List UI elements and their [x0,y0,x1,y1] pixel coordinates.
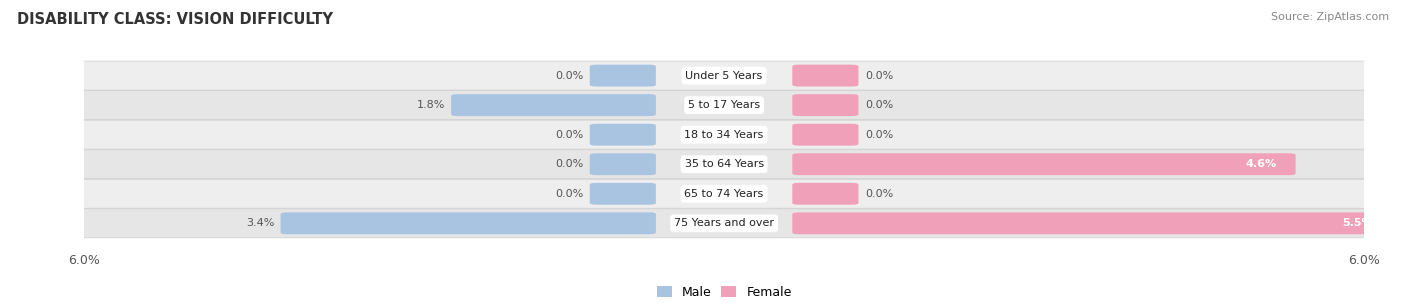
Text: 0.0%: 0.0% [865,100,893,110]
FancyBboxPatch shape [793,183,859,205]
Text: Under 5 Years: Under 5 Years [686,70,762,81]
FancyBboxPatch shape [589,183,655,205]
Text: 0.0%: 0.0% [865,189,893,199]
Text: 1.8%: 1.8% [416,100,444,110]
Text: 0.0%: 0.0% [555,159,583,169]
Text: 0.0%: 0.0% [555,70,583,81]
Text: 0.0%: 0.0% [865,70,893,81]
FancyBboxPatch shape [72,179,1376,208]
FancyBboxPatch shape [451,94,655,116]
FancyBboxPatch shape [72,209,1376,238]
Text: Source: ZipAtlas.com: Source: ZipAtlas.com [1271,12,1389,22]
FancyBboxPatch shape [793,94,859,116]
Text: 4.6%: 4.6% [1246,159,1277,169]
Text: 5.5%: 5.5% [1341,218,1372,228]
FancyBboxPatch shape [72,150,1376,179]
Text: 3.4%: 3.4% [246,218,274,228]
Text: 0.0%: 0.0% [555,130,583,140]
Text: 0.0%: 0.0% [865,130,893,140]
FancyBboxPatch shape [589,153,655,175]
FancyBboxPatch shape [793,212,1392,234]
FancyBboxPatch shape [72,61,1376,90]
Text: 65 to 74 Years: 65 to 74 Years [685,189,763,199]
FancyBboxPatch shape [589,65,655,87]
FancyBboxPatch shape [793,124,859,145]
Text: 35 to 64 Years: 35 to 64 Years [685,159,763,169]
FancyBboxPatch shape [72,120,1376,149]
Legend: Male, Female: Male, Female [651,281,797,304]
FancyBboxPatch shape [281,212,655,234]
FancyBboxPatch shape [793,65,859,87]
Text: 5 to 17 Years: 5 to 17 Years [688,100,761,110]
Text: 75 Years and over: 75 Years and over [673,218,775,228]
FancyBboxPatch shape [793,153,1295,175]
FancyBboxPatch shape [589,124,655,145]
Text: 0.0%: 0.0% [555,189,583,199]
FancyBboxPatch shape [72,91,1376,120]
Text: DISABILITY CLASS: VISION DIFFICULTY: DISABILITY CLASS: VISION DIFFICULTY [17,12,333,27]
Text: 18 to 34 Years: 18 to 34 Years [685,130,763,140]
